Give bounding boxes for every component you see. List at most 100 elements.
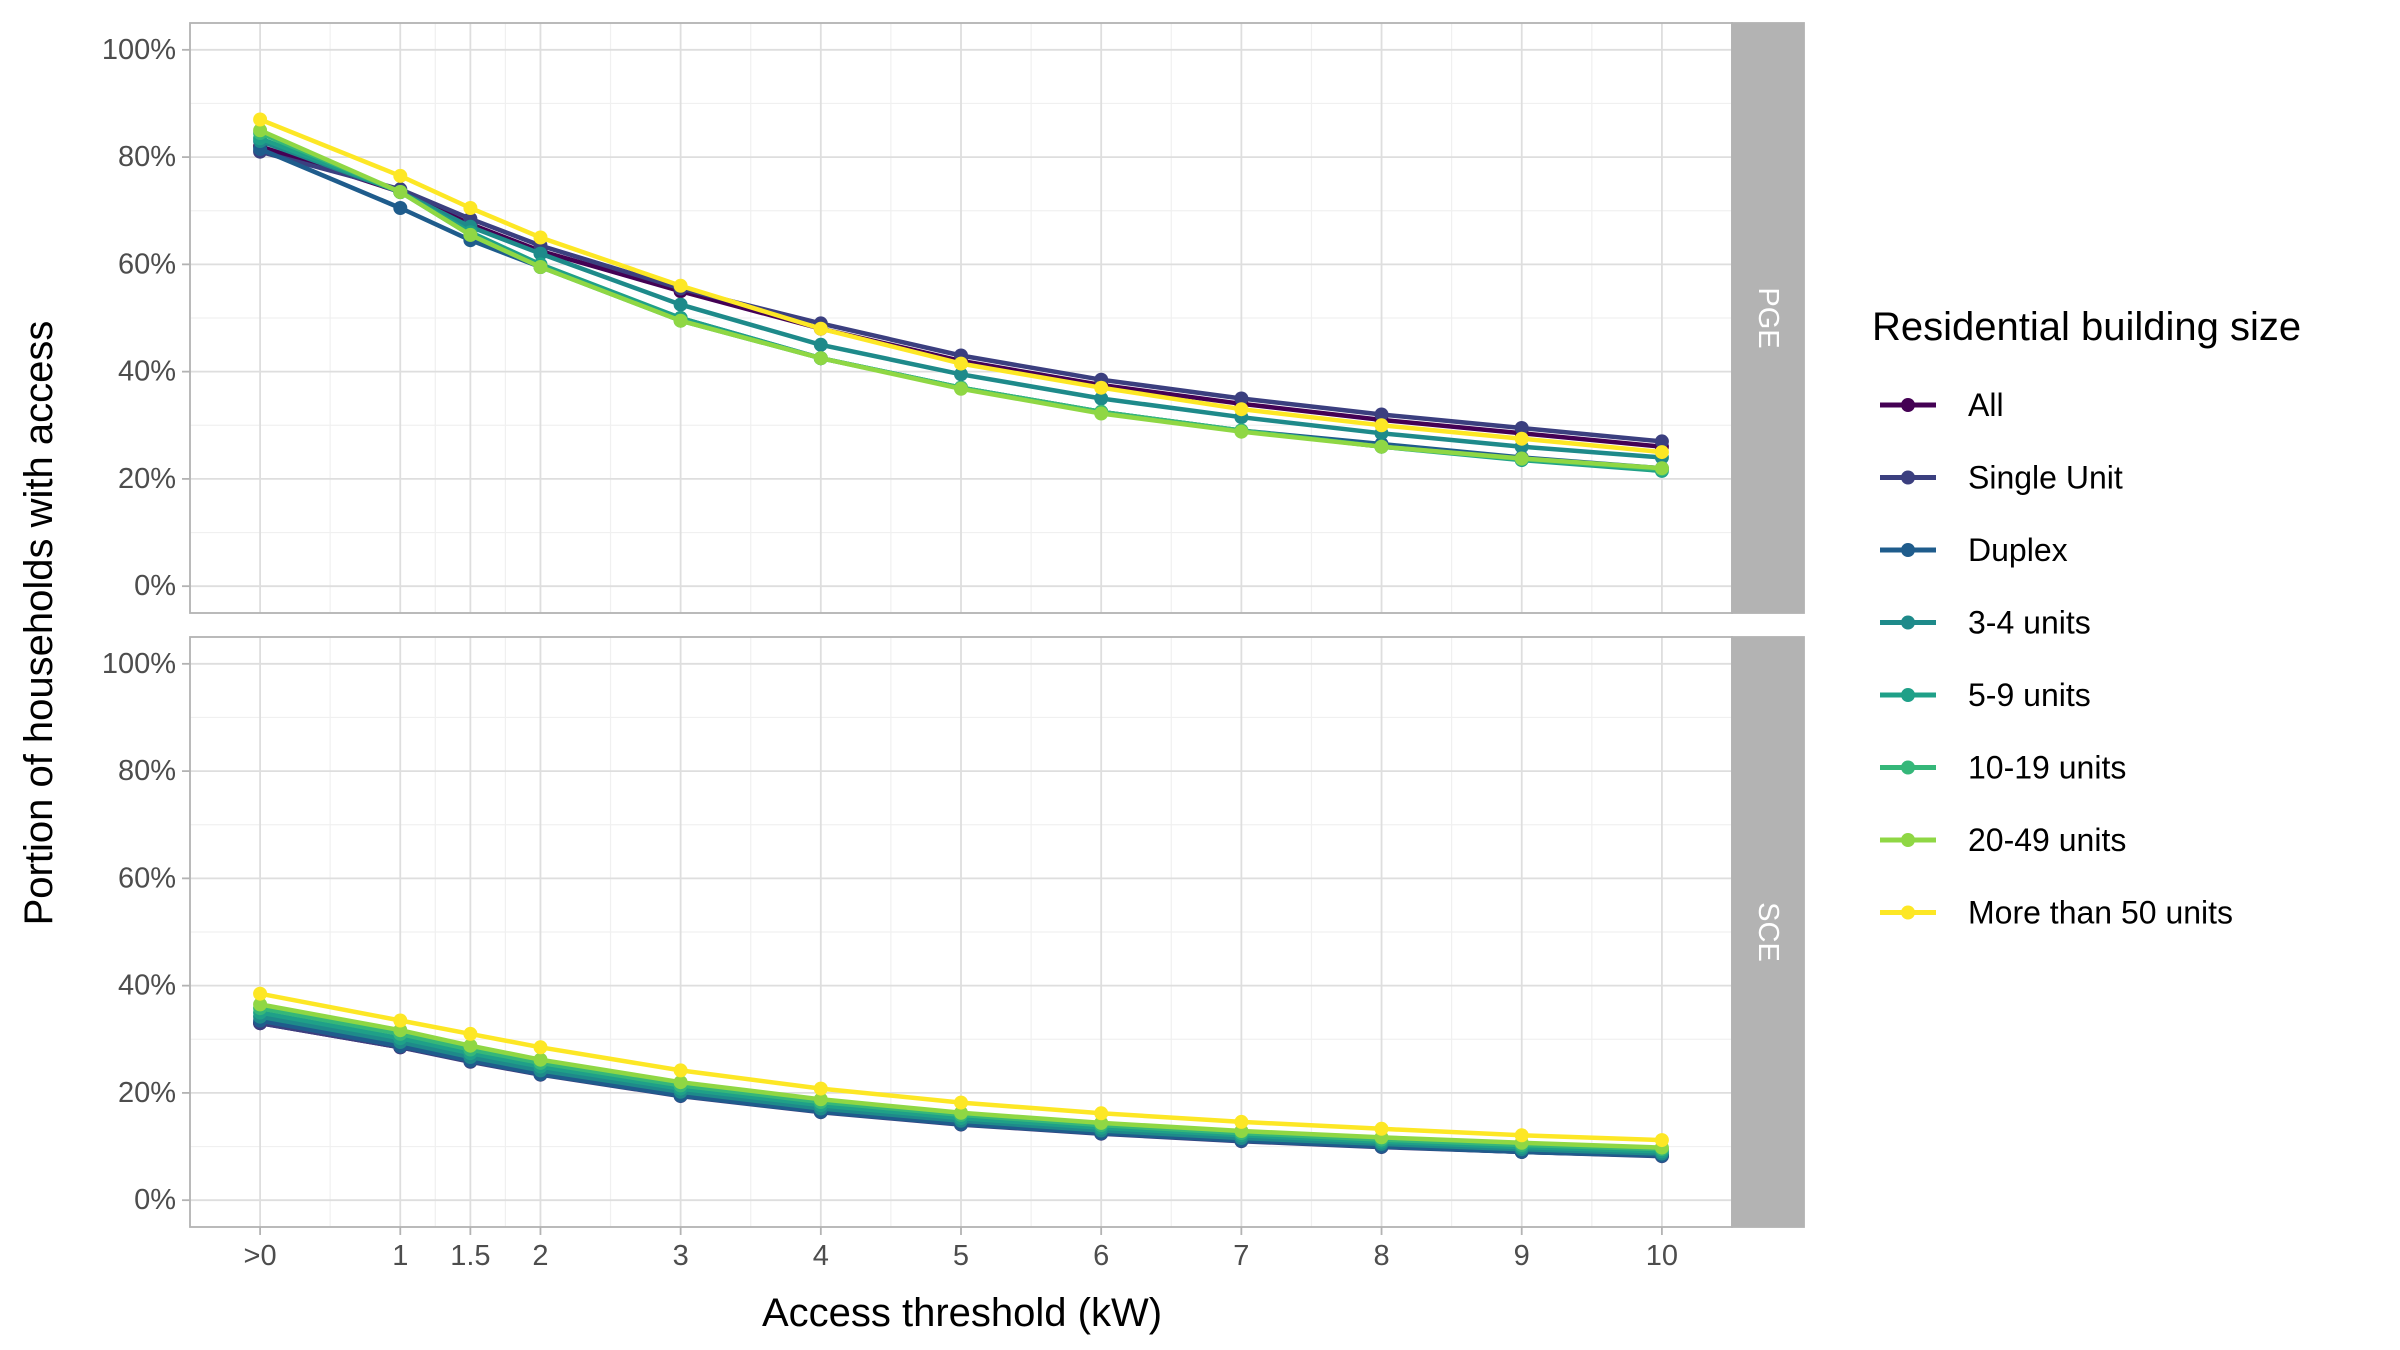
data-point	[954, 1095, 968, 1110]
data-point	[813, 351, 828, 366]
legend: Residential building size All Single Unit D…	[1872, 305, 2301, 931]
data-point	[1514, 451, 1529, 466]
y-tick-label: 40%	[118, 356, 176, 388]
data-point	[533, 1040, 548, 1055]
data-point	[1094, 391, 1109, 406]
x-tick-label: 6	[1093, 1240, 1109, 1272]
panel-sce: SCE	[189, 636, 1805, 1228]
legend-item: All	[1880, 387, 2004, 423]
data-point	[533, 246, 548, 261]
x-axis-title: Access threshold (kW)	[762, 1291, 1162, 1335]
legend-item: More than 50 units	[1880, 895, 2233, 931]
data-point	[1234, 391, 1249, 406]
y-tick-label: 60%	[118, 248, 176, 280]
data-point	[1234, 1114, 1249, 1129]
legend-key-point	[1901, 905, 1915, 920]
x-tick-label: 1	[392, 1240, 408, 1272]
x-tick-label: 5	[953, 1240, 969, 1272]
y-tick-label: 60%	[118, 862, 176, 894]
legend-item: 3-4 units	[1880, 605, 2091, 641]
data-point	[954, 367, 968, 382]
data-point	[253, 986, 268, 1001]
data-point	[463, 227, 478, 242]
data-point	[813, 321, 828, 336]
legend-key-point	[1901, 833, 1915, 847]
legend-label: Duplex	[1968, 532, 2068, 568]
data-point	[1654, 1133, 1669, 1148]
data-point	[1094, 1115, 1109, 1130]
data-point	[813, 337, 828, 352]
data-point	[393, 201, 408, 215]
legend-item: 20-49 units	[1880, 822, 2126, 858]
y-tick-label: 80%	[118, 141, 176, 173]
data-point	[393, 1013, 408, 1028]
series-line	[259, 1002, 1662, 1150]
legend-label: More than 50 units	[1968, 895, 2233, 931]
data-point	[1654, 445, 1669, 460]
series-line	[259, 117, 1663, 455]
series-20-49-units	[253, 123, 1669, 476]
data-point	[954, 356, 968, 371]
series-line	[259, 128, 1663, 471]
data-point	[463, 1038, 478, 1053]
data-point	[1654, 461, 1669, 476]
data-point	[673, 1063, 688, 1078]
data-point	[393, 185, 408, 199]
y-tick-label: 40%	[118, 970, 176, 1002]
series-line	[259, 1018, 1662, 1158]
data-point	[1234, 402, 1249, 417]
x-tick-label: 4	[813, 1240, 829, 1272]
legend-label: 10-19 units	[1968, 750, 2126, 786]
x-tick-label: 8	[1373, 1240, 1389, 1272]
legend-title: Residential building size	[1872, 305, 2301, 349]
legend-key-point	[1901, 398, 1915, 412]
legend-item: 10-19 units	[1880, 750, 2126, 786]
series-more-than-50-units	[253, 986, 1669, 1148]
y-tick-label: 20%	[118, 463, 176, 495]
panel-pge: PGE	[189, 22, 1805, 614]
legend-label: 20-49 units	[1968, 822, 2126, 858]
series-line	[259, 138, 1663, 460]
legend-label: Single Unit	[1968, 460, 2123, 496]
facet-strip-label: SCE	[1752, 902, 1784, 962]
x-tick-label: 1.5	[450, 1240, 490, 1272]
facet-strip	[1731, 636, 1805, 1228]
facet-strip-label: PGE	[1752, 287, 1784, 348]
data-point	[673, 278, 688, 293]
x-tick-label: 10	[1646, 1240, 1678, 1272]
y-tick-label: 100%	[102, 34, 176, 66]
data-point	[533, 260, 548, 274]
data-point	[813, 1081, 828, 1096]
data-point	[1094, 1106, 1109, 1121]
x-tick-label: 7	[1233, 1240, 1249, 1272]
data-point	[1234, 424, 1249, 439]
data-point	[1094, 406, 1109, 421]
legend-label: 3-4 units	[1968, 605, 2091, 641]
data-point	[673, 313, 688, 328]
data-point	[533, 1052, 548, 1067]
data-point	[1374, 439, 1389, 454]
data-point	[813, 1092, 828, 1107]
series-line	[259, 991, 1662, 1143]
legend-item: Single Unit	[1880, 460, 2123, 496]
data-point	[393, 168, 408, 183]
legend-key-point	[1901, 470, 1915, 485]
data-point	[673, 297, 688, 312]
series-more-than-50-units	[253, 112, 1669, 460]
data-point	[1094, 380, 1109, 395]
y-tick-label: 0%	[134, 1184, 176, 1216]
legend-key-point	[1901, 615, 1915, 630]
data-point	[463, 1026, 478, 1041]
y-axis-title: Portion of households with access	[17, 321, 61, 926]
data-point	[393, 1023, 408, 1038]
plot-panels: PGE SCE	[189, 22, 1805, 1228]
x-tick-label: 3	[673, 1240, 689, 1272]
legend-label: 5-9 units	[1968, 677, 2091, 713]
data-point	[253, 123, 268, 138]
x-tick-label: 9	[1514, 1240, 1530, 1272]
y-tick-label: 80%	[118, 755, 176, 787]
data-point	[1514, 1128, 1529, 1143]
legend-item: 5-9 units	[1880, 677, 2091, 713]
data-point	[533, 230, 548, 245]
